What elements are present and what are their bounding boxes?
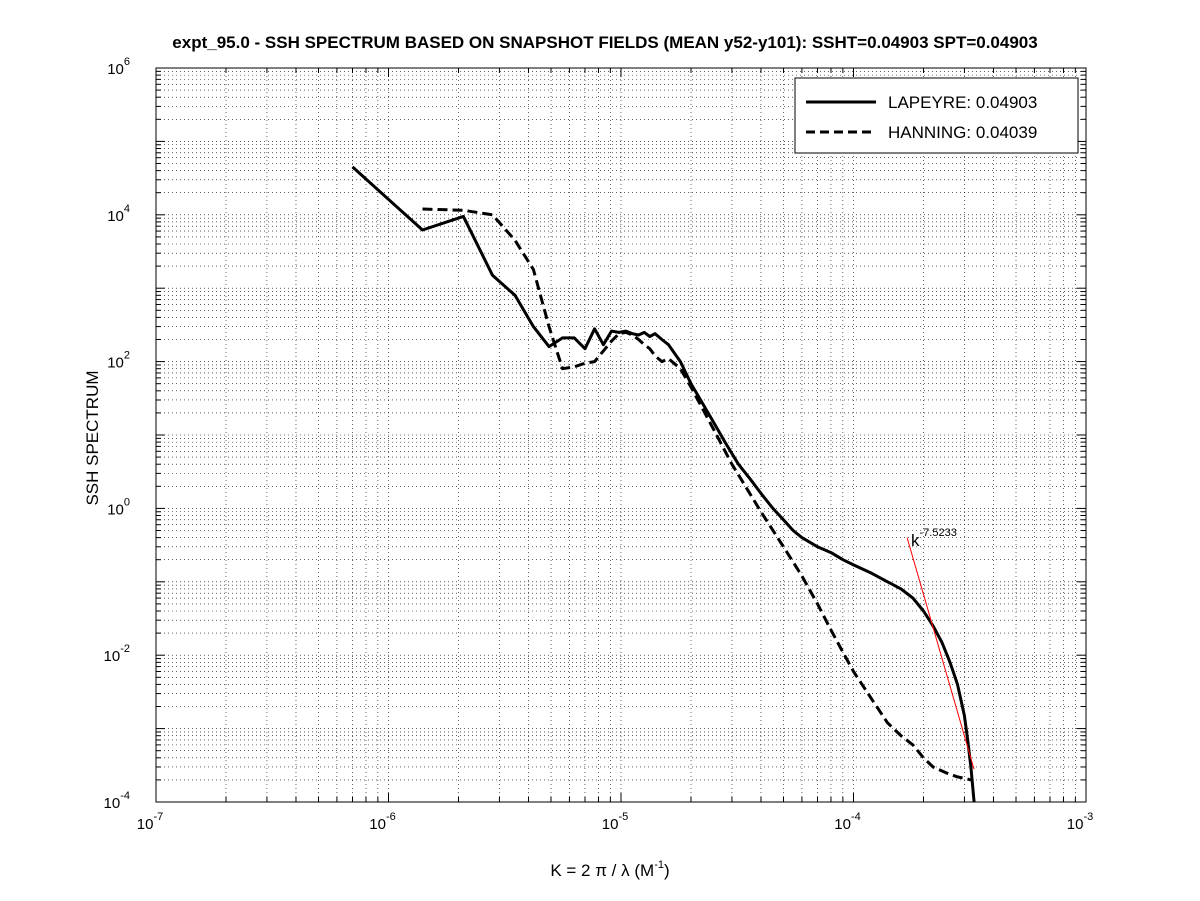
x-tick-labels: 10-7 10-6 10-5 10-4 10-3: [137, 811, 1093, 833]
y-tick-label-base: 10: [104, 648, 121, 665]
fit-line-layer: [906, 537, 975, 770]
legend-label-lapeyre: LAPEYRE: 0.04903: [888, 93, 1037, 112]
x-tick-label-base: 10: [834, 816, 851, 833]
y-tick-label-base: 10: [107, 355, 124, 372]
x-tick-label-exponent: -7: [153, 811, 163, 823]
y-tick-label-base: 10: [107, 208, 124, 225]
y-tick-label: 104: [107, 203, 130, 225]
legend: LAPEYRE: 0.04903 HANNING: 0.04039: [794, 77, 1079, 154]
x-tick-label-exponent: -3: [1083, 811, 1093, 823]
slope-annotation: k-7.5233: [911, 527, 957, 550]
slope-annotation-exponent: -7.5233: [920, 527, 957, 539]
legend-box: [794, 77, 1079, 154]
x-tick-label: 10-4: [834, 811, 860, 833]
legend-label-hanning: HANNING: 0.04039: [888, 123, 1037, 142]
y-tick-label-exponent: 2: [124, 350, 130, 362]
slope-annotation-base: k: [911, 531, 920, 550]
y-tick-label: 10-2: [104, 643, 130, 665]
x-tick-label: 10-3: [1067, 811, 1093, 833]
series-line-lapeyre: [351, 165, 976, 803]
x-axis-label-tail: ): [664, 861, 670, 880]
x-tick-label-base: 10: [369, 816, 386, 833]
y-tick-label-exponent: 4: [124, 203, 130, 215]
x-tick-label-base: 10: [137, 816, 154, 833]
y-axis-label: SSH SPECTRUM: [83, 370, 102, 505]
y-tick-label: 10-4: [104, 790, 130, 812]
x-tick-label-exponent: -4: [851, 811, 861, 823]
y-tick-label-exponent: 6: [124, 56, 130, 68]
axis-ticks: [155, 68, 1086, 803]
y-tick-label: 102: [107, 350, 130, 372]
power-law-fit-line: [906, 537, 975, 770]
x-tick-label-base: 10: [1067, 816, 1084, 833]
y-tick-label-exponent: 0: [124, 496, 130, 508]
x-axis-label-main: K = 2 π / λ (M: [550, 861, 654, 880]
y-tick-label-base: 10: [107, 501, 124, 518]
chart-title: expt_95.0 - SSH SPECTRUM BASED ON SNAPSH…: [172, 33, 1037, 52]
x-tick-label: 10-6: [369, 811, 395, 833]
x-tick-label: 10-5: [602, 811, 628, 833]
grid-lines: [156, 68, 1086, 802]
y-tick-label-base: 10: [104, 795, 121, 812]
y-tick-label: 106: [107, 56, 130, 78]
y-tick-label-base: 10: [107, 61, 124, 78]
x-axis-label-exponent: -1: [654, 859, 664, 871]
x-tick-label-base: 10: [602, 816, 619, 833]
series-line-hanning: [422, 207, 972, 782]
x-tick-label-exponent: -5: [618, 811, 628, 823]
x-axis-label: K = 2 π / λ (M-1): [550, 859, 669, 880]
x-tick-label: 10-7: [137, 811, 163, 833]
x-tick-label-exponent: -6: [386, 811, 396, 823]
series-layer: [351, 165, 976, 803]
y-tick-label: 100: [107, 496, 130, 518]
y-tick-label-exponent: -4: [120, 790, 130, 802]
y-tick-label-exponent: -2: [120, 643, 130, 655]
